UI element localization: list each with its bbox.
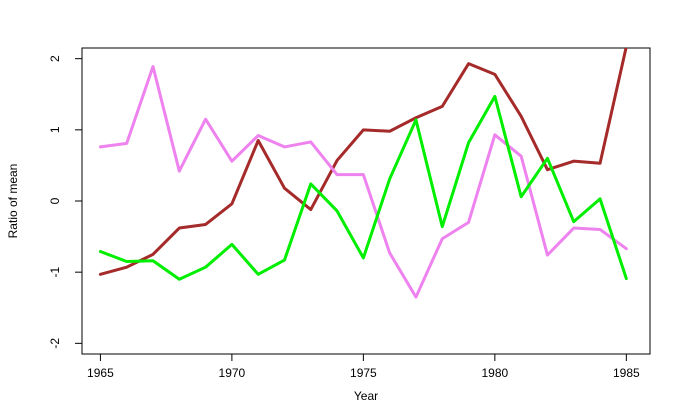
y-tick-label: -1 (48, 267, 62, 278)
x-tick-label: 1985 (613, 366, 640, 380)
y-axis-title: Ratio of mean (6, 164, 20, 239)
y-tick-label: -2 (48, 338, 62, 349)
y-tick-label: 2 (48, 55, 62, 62)
x-tick-label: 1975 (350, 366, 377, 380)
series-line-2 (98, 65, 628, 299)
y-tick-label: 1 (48, 126, 62, 133)
series-line-3 (98, 94, 628, 281)
y-tick-label: 0 (48, 197, 62, 204)
x-tick-label: 1965 (87, 366, 114, 380)
series-layer (98, 48, 628, 299)
series-line-1 (98, 48, 628, 276)
x-axis: 1965 1970 1975 1980 1985 (87, 353, 640, 380)
x-tick-label: 1980 (482, 366, 509, 380)
x-tick-label: 1970 (219, 366, 246, 380)
y-axis: -2 -1 0 1 2 (48, 55, 83, 349)
x-axis-title: Year (354, 389, 378, 403)
